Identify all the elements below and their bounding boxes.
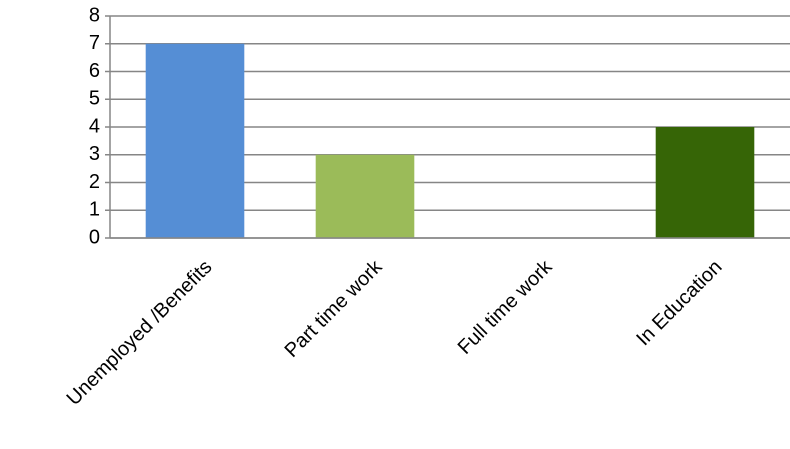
x-tick-label: Part time work	[281, 255, 388, 362]
axes	[105, 15, 790, 239]
y-tick-label: 5	[89, 88, 100, 110]
y-tick-label: 2	[89, 171, 100, 193]
x-tick-labels: Unemployed /Benefits Part time work Full t…	[63, 255, 727, 410]
x-tick-label: In Education	[632, 256, 726, 350]
y-tick-label: 6	[89, 60, 100, 82]
x-tick-label: Full time work	[454, 255, 557, 358]
y-tick-label: 3	[89, 143, 100, 165]
bar-unemployed-benefits	[145, 43, 245, 238]
bar-part-time-work	[315, 154, 415, 238]
y-tick-label: 1	[89, 199, 100, 221]
bars	[145, 43, 755, 238]
y-tick-label: 7	[89, 32, 100, 54]
x-tick-label: Unemployed /Benefits	[63, 256, 217, 410]
y-tick-label: 0	[89, 226, 100, 248]
y-tick-labels: 0 1 2 3 4 5 6 7 8	[89, 4, 100, 248]
bar-in-education	[655, 127, 755, 238]
y-tick-label: 8	[89, 4, 100, 26]
y-tick-label: 4	[89, 115, 100, 137]
